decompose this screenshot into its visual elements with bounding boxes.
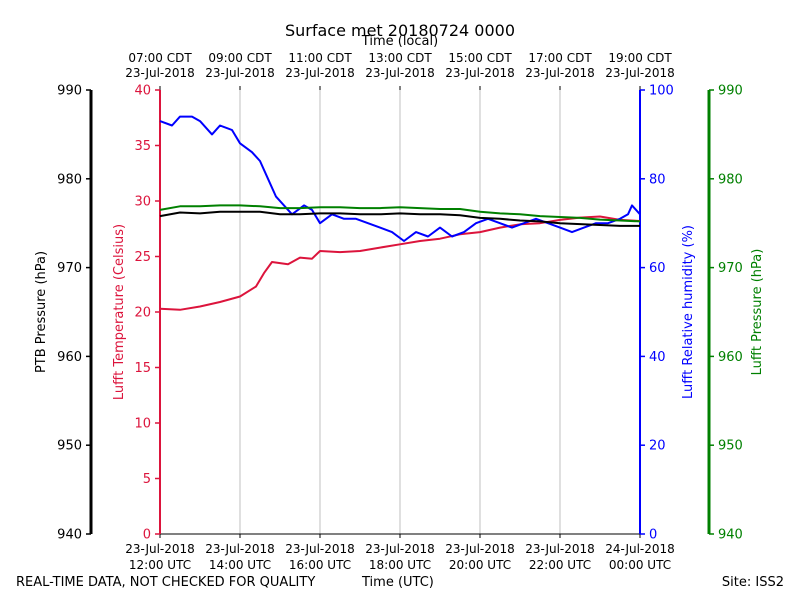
lufft_pressure-tick-label-5: 990 (718, 84, 743, 99)
humidity-tick-label-3: 60 (649, 261, 666, 276)
ptb_pressure-tick-label-1: 950 (57, 439, 82, 454)
lufft_pressure-axis-label: Lufft Pressure (hPa) (750, 249, 765, 376)
temperature-tick-label-8: 40 (134, 84, 151, 99)
x-tick-label-utc-date-2: 23-Jul-2018 (285, 542, 355, 556)
x-tick-label-utc-date-4: 23-Jul-2018 (445, 542, 515, 556)
x-tick-label-utc-time-6: 00:00 UTC (609, 558, 671, 572)
x-tick-label-local-date-2: 23-Jul-2018 (285, 66, 355, 80)
x-tick-label-local-date-6: 23-Jul-2018 (605, 66, 675, 80)
quality-disclaimer: REAL-TIME DATA, NOT CHECKED FOR QUALITY (16, 575, 316, 590)
x-tick-label-local-time-3: 13:00 CDT (368, 51, 432, 65)
x-tick-label-local-time-1: 09:00 CDT (208, 51, 272, 65)
temperature-tick-label-3: 15 (134, 361, 151, 376)
x-tick-label-utc-date-1: 23-Jul-2018 (205, 542, 275, 556)
x-tick-label-local-time-6: 19:00 CDT (608, 51, 672, 65)
site-label: Site: ISS2 (721, 575, 784, 590)
x-tick-label-local-time-4: 15:00 CDT (448, 51, 512, 65)
bottom-axis-label: Time (UTC) (362, 575, 434, 590)
series-line-humidity (159, 115, 641, 242)
x-tick-label-utc-date-0: 23-Jul-2018 (125, 542, 195, 556)
lufft_pressure-tick-label-3: 970 (718, 261, 743, 276)
series-line-lufft_pressure (159, 204, 641, 223)
x-tick-label-local-time-5: 17:00 CDT (528, 51, 592, 65)
humidity-tick-label-2: 40 (649, 350, 666, 365)
ptb_pressure-tick-label-2: 960 (57, 350, 82, 365)
x-tick-label-local-date-0: 23-Jul-2018 (125, 66, 195, 80)
x-tick-label-local-time-0: 07:00 CDT (128, 51, 192, 65)
x-tick-label-utc-date-6: 24-Jul-2018 (605, 542, 675, 556)
temperature-tick-label-2: 10 (134, 417, 151, 432)
x-tick-label-utc-time-4: 20:00 UTC (449, 558, 511, 572)
ptb_pressure-tick-label-3: 970 (57, 261, 82, 276)
humidity-tick-label-0: 0 (649, 528, 657, 543)
x-tick-label-utc-time-5: 22:00 UTC (529, 558, 591, 572)
temperature-tick-label-0: 0 (143, 528, 151, 543)
x-tick-label-local-time-2: 11:00 CDT (288, 51, 352, 65)
top-axis-label: Time (local) (361, 34, 439, 49)
x-tick-label-utc-date-5: 23-Jul-2018 (525, 542, 595, 556)
temperature-tick-label-5: 25 (134, 250, 151, 265)
humidity-tick-label-4: 80 (649, 172, 666, 187)
lufft_pressure-tick-label-0: 940 (718, 528, 743, 543)
lufft_pressure-tick-label-4: 980 (718, 172, 743, 187)
temperature-tick-label-6: 30 (134, 195, 151, 210)
temperature-tick-label-7: 35 (134, 139, 151, 154)
humidity-tick-label-5: 100 (649, 84, 674, 99)
x-tick-label-utc-time-1: 14:00 UTC (209, 558, 271, 572)
temperature-tick-label-1: 5 (143, 472, 151, 487)
humidity-axis-label: Lufft Relative humidity (%) (681, 225, 696, 399)
x-tick-label-utc-time-2: 16:00 UTC (289, 558, 351, 572)
humidity-tick-label-1: 20 (649, 439, 666, 454)
lufft_pressure-tick-label-1: 950 (718, 439, 743, 454)
lufft_pressure-tick-label-2: 960 (718, 350, 743, 365)
ptb_pressure-tick-label-0: 940 (57, 528, 82, 543)
x-tick-label-local-date-3: 23-Jul-2018 (365, 66, 435, 80)
temperature-tick-label-4: 20 (134, 306, 151, 321)
ptb_pressure-tick-label-4: 980 (57, 172, 82, 187)
x-tick-label-utc-time-0: 12:00 UTC (129, 558, 191, 572)
x-tick-label-local-date-1: 23-Jul-2018 (205, 66, 275, 80)
temperature-axis-label: Lufft Temperature (Celsius) (112, 224, 127, 400)
ptb_pressure-tick-label-5: 990 (57, 84, 82, 99)
x-tick-label-utc-date-3: 23-Jul-2018 (365, 542, 435, 556)
series-line-ptb_pressure (159, 210, 640, 227)
x-tick-label-local-date-5: 23-Jul-2018 (525, 66, 595, 80)
x-tick-label-local-date-4: 23-Jul-2018 (445, 66, 515, 80)
ptb_pressure-axis-label: PTB Pressure (hPa) (34, 251, 49, 373)
chart-title: Surface met 20180724 0000 (284, 21, 516, 40)
x-tick-label-utc-time-3: 18:00 UTC (369, 558, 431, 572)
